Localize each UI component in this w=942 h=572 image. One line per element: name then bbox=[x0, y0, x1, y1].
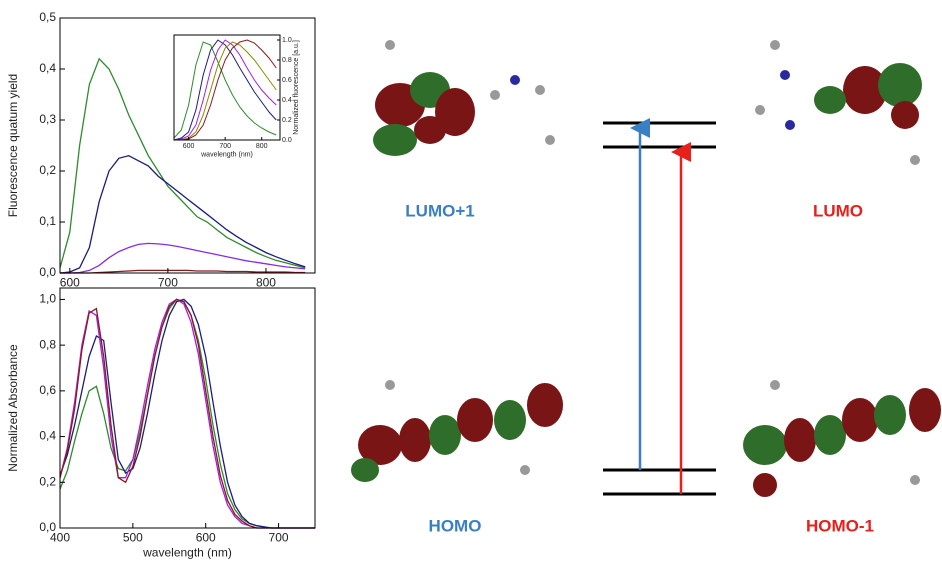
y-tick-label: 0,6 bbox=[39, 383, 56, 397]
energy-levels bbox=[603, 123, 716, 494]
inset-background bbox=[174, 35, 280, 140]
orbital-homo bbox=[351, 380, 563, 482]
y-tick-label: 0,3 bbox=[39, 112, 56, 126]
figure: 600 700 800 0,0 0,1 0,2 0,3 0,4 0,5 Fluorescence … bbox=[0, 0, 942, 572]
orbital-label: LUMO bbox=[813, 201, 863, 220]
y-tick-label: 0.6 bbox=[282, 77, 292, 84]
y-tick-label: 0.2 bbox=[282, 117, 292, 124]
y-tick-label: 1.0 bbox=[282, 37, 292, 44]
x-tick-label: 500 bbox=[123, 530, 143, 544]
y-tick-label: 0,4 bbox=[39, 61, 56, 75]
orbital-label: LUMO+1 bbox=[405, 201, 474, 220]
y-tick-label: 0,2 bbox=[39, 163, 56, 177]
y-tick-label: 0,8 bbox=[39, 337, 56, 351]
y-tick-label: 0,0 bbox=[39, 520, 56, 534]
series-line bbox=[60, 299, 315, 528]
x-axis-title: wavelength (nm) bbox=[200, 152, 253, 159]
x-tick-label: 700 bbox=[158, 275, 178, 289]
x-tick-label: 800 bbox=[256, 275, 276, 289]
series-line bbox=[60, 156, 305, 273]
y-axis-title: Normalized Absorbance bbox=[6, 344, 20, 472]
x-tick-label: 600 bbox=[196, 530, 216, 544]
orbital-label: HOMO bbox=[429, 516, 482, 535]
y-tick-label: 0.8 bbox=[282, 57, 292, 64]
orbital-lumo1 bbox=[373, 40, 555, 156]
y-tick-label: 0.0 bbox=[282, 137, 292, 144]
x-tick-label: 600 bbox=[183, 143, 195, 150]
orbital-lumo bbox=[755, 40, 922, 165]
x-tick-label: 700 bbox=[219, 143, 231, 150]
y-tick-label: 0,4 bbox=[39, 429, 56, 443]
y-tick-label: 0,0 bbox=[39, 265, 56, 279]
y-tick-label: 0.4 bbox=[282, 97, 292, 104]
x-axis-title: wavelength (nm) bbox=[142, 545, 232, 559]
orbital-label: HOMO-1 bbox=[806, 516, 874, 535]
y-axis-title: Normalized fluorescence [a.u.] bbox=[293, 40, 300, 135]
series-line bbox=[60, 299, 315, 528]
orbital-homo1 bbox=[743, 380, 941, 497]
x-tick-label: 800 bbox=[256, 143, 268, 150]
series-line bbox=[60, 299, 315, 528]
y-tick-label: 0,1 bbox=[39, 214, 56, 228]
x-tick-label: 700 bbox=[269, 530, 289, 544]
y-tick-label: 0,5 bbox=[39, 10, 56, 24]
series-line bbox=[60, 299, 315, 528]
x-tick-label: 600 bbox=[60, 275, 80, 289]
y-tick-label: 0,2 bbox=[39, 474, 56, 488]
y-axis-title: Fluorescence quatum yield bbox=[6, 74, 20, 217]
charts: 600 700 800 0,0 0,1 0,2 0,3 0,4 0,5 Fluorescence … bbox=[6, 10, 315, 559]
y-tick-label: 1,0 bbox=[39, 292, 56, 306]
